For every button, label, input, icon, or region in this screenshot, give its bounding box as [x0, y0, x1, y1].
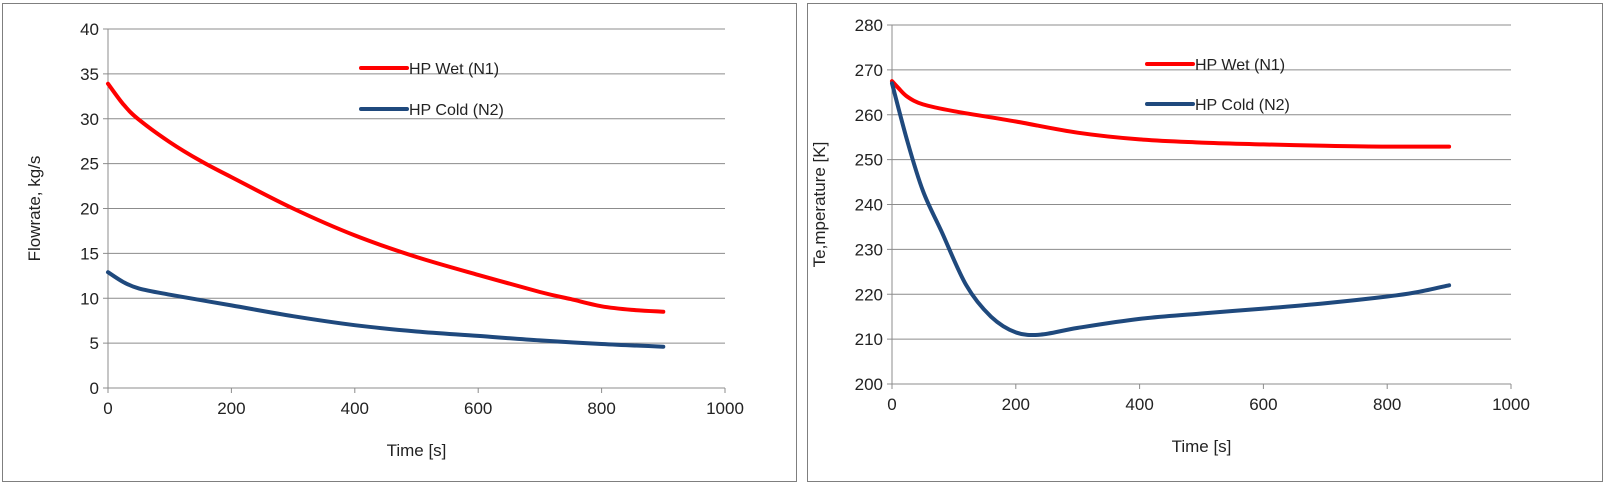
y-axis-title: Te,mperature [K]: [810, 142, 829, 268]
legend-label-2: HP Cold (N2): [409, 102, 504, 119]
legend-label-2: HP Cold (N2): [1195, 97, 1290, 114]
y-tick-label: 10: [80, 289, 99, 308]
y-tick-label: 260: [855, 106, 883, 125]
y-tick-label: 210: [855, 330, 883, 349]
legend-label-1: HP Wet (N1): [1195, 57, 1285, 74]
x-tick-label: 400: [341, 399, 369, 418]
x-tick-label: 600: [464, 399, 492, 418]
y-tick-label: 20: [80, 200, 99, 219]
y-tick-label: 220: [855, 285, 883, 304]
y-tick-label: 200: [855, 375, 883, 394]
y-tick-label: 230: [855, 240, 883, 259]
y-tick-label: 240: [855, 196, 883, 215]
x-tick-label: 0: [887, 395, 896, 414]
y-tick-label: 40: [80, 20, 99, 39]
x-tick-label: 600: [1249, 395, 1277, 414]
x-tick-label: 1000: [706, 399, 744, 418]
series-line-1: [106, 81, 666, 314]
chart-panel-flowrate: 0 5 10 15 20 25 30 35 40 0 200 400 600 800 1000 Time [s…: [2, 3, 797, 482]
legend-label-1: HP Wet (N1): [409, 61, 499, 78]
series-line-1: [890, 79, 1452, 149]
y-tick-label: 15: [80, 244, 99, 263]
y-tick-label: 35: [80, 65, 99, 84]
y-tick-label: 30: [80, 110, 99, 129]
y-tick-label: 280: [855, 16, 883, 35]
y-tick-label: 270: [855, 61, 883, 80]
x-tick-label: 800: [1373, 395, 1401, 414]
x-tick-label: 200: [217, 399, 245, 418]
x-tick-label: 400: [1125, 395, 1153, 414]
series-line-2: [106, 270, 666, 349]
chart-panel-temperature: 200 210 220 230 240 250 260 270 280 0 200 400 600 800…: [807, 3, 1603, 482]
y-tick-label: 250: [855, 151, 883, 170]
y-tick-label: 25: [80, 155, 99, 174]
series-line-2: [890, 81, 1452, 338]
y-axis-title: Flowrate, kg/s: [25, 156, 44, 262]
y-tick-label: 5: [90, 334, 99, 353]
x-tick-label: 1000: [1492, 395, 1530, 414]
x-axis-title: Time [s]: [1172, 437, 1232, 456]
x-tick-label: 800: [587, 399, 615, 418]
x-tick-label: 200: [1002, 395, 1030, 414]
y-tick-label: 0: [90, 379, 99, 398]
x-axis-title: Time [s]: [387, 441, 447, 460]
x-tick-label: 0: [103, 399, 112, 418]
